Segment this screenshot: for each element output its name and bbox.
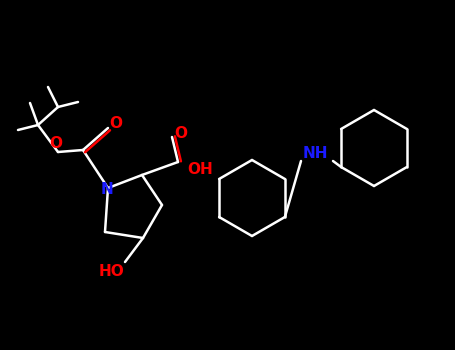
Text: HO: HO bbox=[98, 265, 124, 280]
Text: O: O bbox=[175, 126, 187, 141]
Text: NH: NH bbox=[302, 147, 328, 161]
Text: N: N bbox=[101, 182, 113, 197]
Text: O: O bbox=[110, 116, 122, 131]
Text: O: O bbox=[50, 136, 62, 152]
Text: OH: OH bbox=[187, 162, 213, 177]
